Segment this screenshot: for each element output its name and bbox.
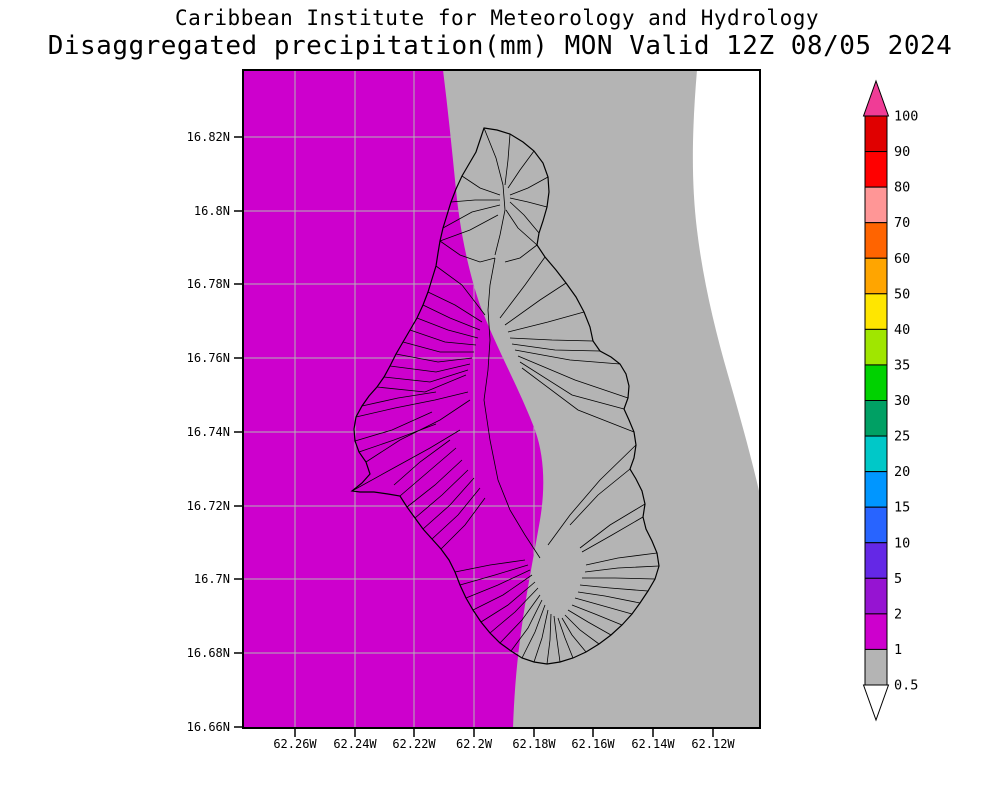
lat-tick-label: 16.66N: [187, 720, 230, 734]
colorbar-tick-label: 40: [894, 322, 910, 338]
colorbar-segment: [864, 400, 888, 437]
lon-tick-label: 62.12W: [691, 737, 735, 751]
lon-tick-label: 62.14W: [631, 737, 675, 751]
lat-tick-label: 16.7N: [194, 572, 230, 586]
drainage-network: [351, 127, 660, 665]
colorbar-tick-label: 80: [894, 180, 910, 196]
lon-tick-label: 62.22W: [392, 737, 436, 751]
colorbar-tick-label: 1: [894, 642, 902, 658]
drainage-south: [454, 444, 660, 665]
colorbar-segment: [864, 471, 888, 508]
colorbar-segment: [864, 648, 888, 686]
colorbar-segment: [864, 613, 888, 650]
institute-title: Caribbean Institute for Meteorology and …: [175, 6, 819, 30]
colorbar-tick-label: 2: [894, 606, 902, 622]
colorbar-segment: [864, 151, 888, 188]
lon-tick-label: 62.26W: [273, 737, 317, 751]
colorbar-segment: [864, 293, 888, 330]
lat-tick-label: 16.74N: [187, 425, 230, 439]
colorbar-tick-label: 0.5: [894, 678, 918, 694]
colorbar-tick-label: 60: [894, 251, 910, 267]
plot-title: Disaggregated precipitation(mm) MON Vali…: [48, 31, 953, 61]
colorbar-segment: [864, 186, 888, 224]
colorbar-labels: 100 90 80 70 60 50 40 35 30 25 20 15 10 …: [894, 109, 918, 694]
lat-tick-label: 16.8N: [194, 204, 230, 218]
colorbar-segment: [864, 577, 888, 615]
map-plot: 16.82N 16.8N 16.78N 16.76N 16.74N 16.72N…: [187, 69, 761, 751]
drainage-centre: [376, 240, 635, 433]
colorbar-tick-label: 30: [894, 393, 910, 409]
colorbar-tick-label: 50: [894, 286, 910, 302]
colorbar-tick-label: 25: [894, 429, 910, 445]
drainage-north: [439, 127, 549, 256]
lon-tick-label: 62.24W: [333, 737, 377, 751]
colorbar-segment: [864, 542, 888, 579]
lat-tick-label: 16.72N: [187, 499, 230, 513]
lat-axis-labels: 16.82N 16.8N 16.78N 16.76N 16.74N 16.72N…: [187, 130, 230, 734]
colorbar-segment: [864, 328, 888, 366]
plot-frame: [242, 69, 761, 729]
lon-tick-label: 62.2W: [456, 737, 493, 751]
colorbar-tick-label: 5: [894, 571, 902, 587]
colorbar: 100 90 80 70 60 50 40 35 30 25 20 15 10 …: [862, 79, 918, 722]
colorbar-segment: [864, 364, 888, 402]
colorbar-segment: [864, 222, 888, 259]
colorbar-segment: [864, 506, 888, 544]
lat-tick-label: 16.82N: [187, 130, 230, 144]
colorbar-segment: [864, 435, 888, 473]
colorbar-lower-arrow: [862, 684, 890, 722]
colorbar-tick-label: 90: [894, 144, 910, 160]
lat-tick-label: 16.78N: [187, 277, 230, 291]
colorbar-tick-label: 15: [894, 500, 910, 516]
island-coastline: [350, 127, 660, 665]
drainage-west: [351, 391, 511, 550]
lat-tick-label: 16.76N: [187, 351, 230, 365]
lon-tick-label: 62.18W: [512, 737, 556, 751]
colorbar-segment: [864, 115, 888, 153]
axis-ticks: [234, 136, 714, 737]
precip-region-white: [692, 70, 760, 495]
colorbar-tick-label: 35: [894, 357, 910, 373]
lat-tick-label: 16.68N: [187, 646, 230, 660]
colorbar-segment: [864, 257, 888, 295]
colorbar-tick-label: 20: [894, 464, 910, 480]
colorbar-tick-label: 100: [894, 109, 918, 125]
colorbar-upper-arrow: [862, 79, 890, 117]
lon-axis-labels: 62.26W 62.24W 62.22W 62.2W 62.18W 62.16W…: [273, 737, 735, 751]
colorbar-tick-label: 70: [894, 215, 910, 231]
colorbar-tick-label: 10: [894, 535, 910, 551]
lon-tick-label: 62.16W: [571, 737, 615, 751]
